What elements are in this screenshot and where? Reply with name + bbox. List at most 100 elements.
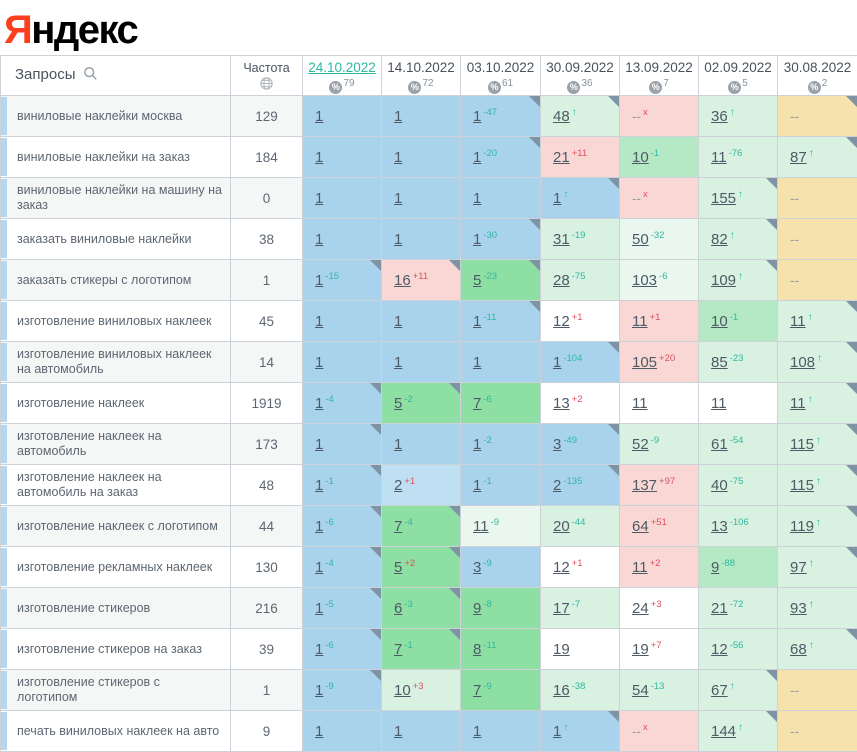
position-value[interactable]: 1: [315, 723, 323, 740]
position-value[interactable]: 1: [473, 477, 481, 494]
date-link[interactable]: 24.10.2022: [308, 60, 376, 75]
position-value[interactable]: 48: [553, 108, 570, 125]
position-value[interactable]: 108: [790, 354, 815, 371]
position-value[interactable]: 93: [790, 600, 807, 617]
position-value[interactable]: 1: [473, 231, 481, 248]
row-select-strip[interactable]: [1, 220, 7, 258]
position-value[interactable]: 1: [315, 272, 323, 289]
position-value[interactable]: 1: [315, 354, 323, 371]
row-select-strip[interactable]: [1, 384, 7, 422]
position-value[interactable]: 7: [394, 641, 402, 658]
position-value[interactable]: 115: [790, 477, 814, 494]
position-value[interactable]: 1: [315, 641, 323, 658]
position-value[interactable]: 1: [473, 108, 481, 125]
position-value[interactable]: 20: [553, 518, 570, 535]
row-select-strip[interactable]: [1, 97, 7, 135]
position-value[interactable]: 54: [632, 682, 649, 699]
position-value[interactable]: 97: [790, 559, 807, 576]
row-select-strip[interactable]: [1, 712, 7, 750]
position-value[interactable]: 50: [632, 231, 649, 248]
search-icon[interactable]: [83, 66, 98, 85]
row-select-strip[interactable]: [1, 261, 7, 299]
position-value[interactable]: 1: [394, 190, 402, 207]
position-value[interactable]: 1: [315, 682, 323, 699]
position-value[interactable]: 1: [394, 149, 402, 166]
position-value[interactable]: 1: [553, 354, 561, 371]
position-value[interactable]: 68: [790, 641, 807, 658]
position-value[interactable]: 87: [790, 149, 807, 166]
row-select-strip[interactable]: [1, 343, 7, 381]
position-value[interactable]: 105: [632, 354, 657, 371]
position-value[interactable]: 12: [553, 313, 570, 330]
row-select-strip[interactable]: [1, 179, 7, 217]
position-value[interactable]: 1: [473, 436, 481, 453]
row-select-strip[interactable]: [1, 466, 7, 504]
row-select-strip[interactable]: [1, 630, 7, 668]
position-value[interactable]: 61: [711, 436, 728, 453]
position-value[interactable]: 144: [711, 723, 736, 740]
position-value[interactable]: 1: [315, 313, 323, 330]
position-value[interactable]: 10: [711, 313, 728, 330]
position-value[interactable]: 7: [394, 518, 402, 535]
position-value[interactable]: 10: [632, 149, 649, 166]
position-value[interactable]: 1: [394, 108, 402, 125]
position-value[interactable]: 1: [394, 354, 402, 371]
position-value[interactable]: 155: [711, 190, 736, 207]
position-value[interactable]: 119: [790, 518, 814, 535]
position-value[interactable]: 1: [473, 354, 481, 371]
position-value[interactable]: 19: [632, 641, 649, 658]
position-value[interactable]: 12: [553, 559, 570, 576]
date-link[interactable]: 30.08.2022: [784, 60, 852, 75]
date-link[interactable]: 02.09.2022: [704, 60, 772, 75]
position-value[interactable]: 115: [790, 436, 814, 453]
position-value[interactable]: 67: [711, 682, 728, 699]
position-value[interactable]: 12: [711, 641, 728, 658]
date-link[interactable]: 14.10.2022: [387, 60, 455, 75]
position-value[interactable]: 1: [394, 436, 402, 453]
row-select-strip[interactable]: [1, 302, 7, 340]
position-value[interactable]: 1: [473, 723, 481, 740]
position-value[interactable]: 21: [553, 149, 570, 166]
position-value[interactable]: 103: [632, 272, 657, 289]
position-value[interactable]: 11: [790, 313, 806, 330]
position-value[interactable]: 3: [473, 559, 481, 576]
position-value[interactable]: 2: [394, 477, 402, 494]
position-value[interactable]: 3: [553, 436, 561, 453]
position-value[interactable]: 1: [315, 190, 323, 207]
position-value[interactable]: 8: [473, 641, 481, 658]
position-value[interactable]: 7: [473, 395, 481, 412]
position-value[interactable]: 5: [394, 559, 402, 576]
position-value[interactable]: 52: [632, 436, 649, 453]
row-select-strip[interactable]: [1, 138, 7, 176]
position-value[interactable]: 19: [553, 641, 570, 658]
position-value[interactable]: 137: [632, 477, 657, 494]
row-select-strip[interactable]: [1, 425, 7, 463]
position-value[interactable]: 1: [473, 149, 481, 166]
row-select-strip[interactable]: [1, 589, 7, 627]
date-link[interactable]: 30.09.2022: [546, 60, 614, 75]
position-value[interactable]: 82: [711, 231, 728, 248]
position-value[interactable]: 16: [394, 272, 411, 289]
position-value[interactable]: 109: [711, 272, 736, 289]
position-value[interactable]: 11: [711, 395, 727, 412]
position-value[interactable]: 11: [632, 395, 648, 412]
position-value[interactable]: 10: [394, 682, 411, 699]
position-value[interactable]: 1: [315, 436, 323, 453]
position-value[interactable]: 9: [473, 600, 481, 617]
position-value[interactable]: 1: [315, 231, 323, 248]
position-value[interactable]: 16: [553, 682, 570, 699]
row-select-strip[interactable]: [1, 548, 7, 586]
position-value[interactable]: 1: [394, 231, 402, 248]
position-value[interactable]: 5: [473, 272, 481, 289]
position-value[interactable]: 11: [632, 313, 648, 330]
position-value[interactable]: 11: [790, 395, 806, 412]
position-value[interactable]: 31: [553, 231, 570, 248]
position-value[interactable]: 28: [553, 272, 570, 289]
position-value[interactable]: 64: [632, 518, 649, 535]
position-value[interactable]: 1: [315, 600, 323, 617]
row-select-strip[interactable]: [1, 671, 7, 709]
position-value[interactable]: 1: [315, 108, 323, 125]
position-value[interactable]: 85: [711, 354, 728, 371]
position-value[interactable]: 7: [473, 682, 481, 699]
position-value[interactable]: 21: [711, 600, 728, 617]
